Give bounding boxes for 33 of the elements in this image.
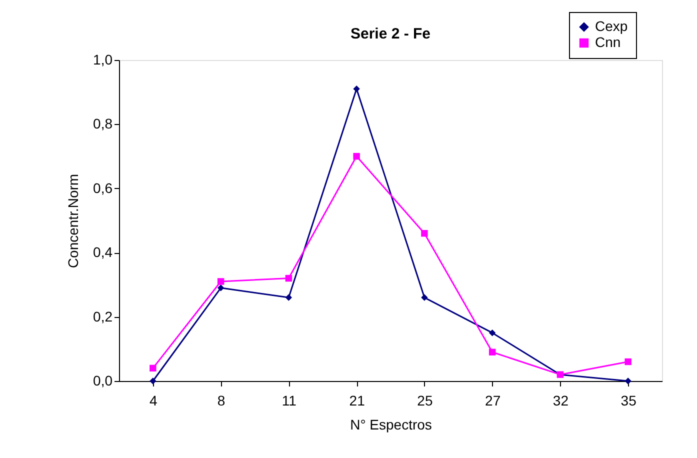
y-axis-title: Concentr.Norm — [65, 174, 82, 268]
legend-label: Cnn — [595, 34, 621, 50]
point — [150, 364, 156, 372]
point — [624, 378, 632, 384]
point — [353, 152, 360, 160]
point — [150, 378, 156, 384]
point — [421, 230, 428, 237]
legend-label: Cexp — [595, 18, 628, 34]
point — [217, 278, 224, 285]
chart-title: Serie 2 - Fe — [350, 26, 431, 42]
point — [624, 358, 632, 366]
point — [217, 284, 224, 292]
x-tick-label: 27 — [485, 392, 501, 408]
x-axis-title: N° Espectros — [350, 416, 432, 432]
point — [488, 348, 496, 356]
y-tick-label: 1,0 — [93, 52, 113, 68]
x-tick-label: 8 — [217, 392, 226, 408]
y-tick-label: 0,2 — [93, 308, 113, 324]
x-tick-label: 11 — [282, 392, 297, 408]
x-tick-label: 4 — [150, 392, 158, 408]
y-tick-label: 0,4 — [93, 244, 113, 260]
x-tick-label: 21 — [349, 392, 366, 408]
y-tick-label: 0,6 — [93, 180, 113, 196]
y-tick-label: 0,8 — [93, 116, 113, 132]
y-tick-label: 0,0 — [93, 372, 113, 388]
x-tick-label: 35 — [620, 392, 637, 408]
point — [421, 294, 428, 301]
x-tick-label: 25 — [417, 392, 433, 408]
point — [488, 329, 496, 336]
x-tick-label: 32 — [552, 392, 569, 408]
point — [353, 86, 360, 92]
point — [285, 274, 292, 282]
point — [285, 294, 292, 301]
